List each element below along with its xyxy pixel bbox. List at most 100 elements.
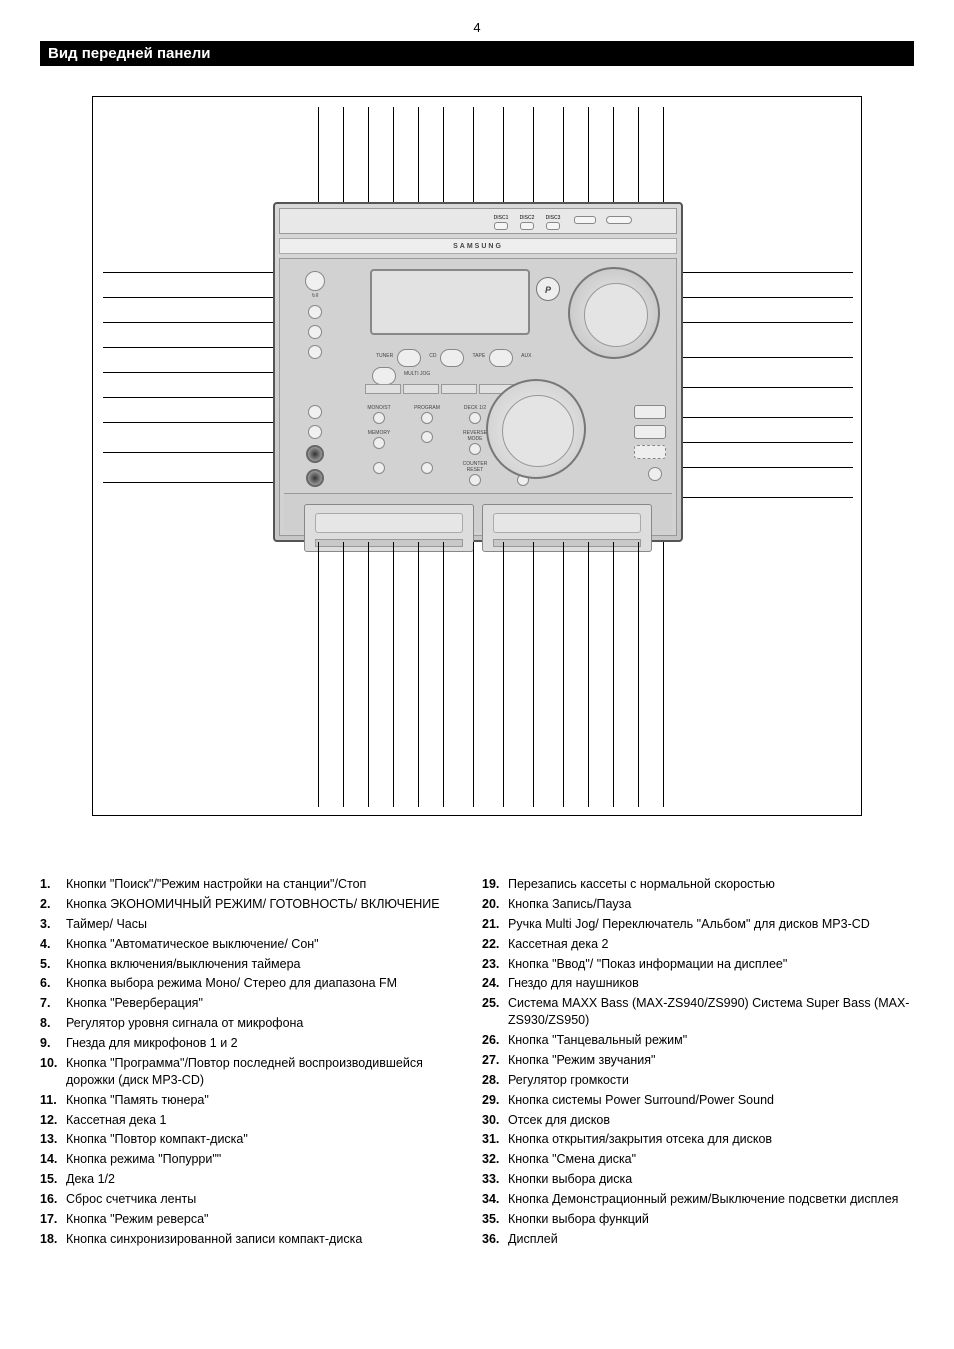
callout-line [613,107,614,202]
legend-item: 35.Кнопки выбора функций [482,1211,914,1228]
legend-item: 10.Кнопка "Программа"/Повтор последней в… [40,1055,472,1089]
legend-number: 22. [482,936,508,953]
grid-cell: COUNTER RESET [460,461,490,486]
callout-line [473,107,474,202]
callout-line [318,107,319,202]
fn-label: CD [429,349,436,359]
legend-text: Гнезда для микрофонов 1 и 2 [66,1035,472,1052]
legend-item: 8.Регулятор уровня сигнала от микрофона [40,1015,472,1032]
deck-1 [304,504,474,552]
legend-item: 16.Сброс счетчика ленты [40,1191,472,1208]
legend-text: Регулятор громкости [508,1072,914,1089]
callout-line [393,107,394,202]
legend-item: 13.Кнопка "Повтор компакт-диска" [40,1131,472,1148]
callout-line [318,542,319,807]
legend-number: 30. [482,1112,508,1129]
legend-text: Перезапись кассеты с нормальной скорость… [508,876,914,893]
section-header: Вид передней панели [40,41,914,66]
legend-text: Кнопка "Режим звучания" [508,1052,914,1069]
legend-right-column: 19.Перезапись кассеты с нормальной скоро… [482,876,914,1251]
legend-item: 6.Кнопка выбора режима Моно/ Стерео для … [40,975,472,992]
fn-button [440,349,464,367]
callout-line [533,542,534,807]
disc-change-slot [574,215,596,224]
legend-item: 23.Кнопка "Ввод"/ "Показ информации на д… [482,956,914,973]
callout-line [103,347,273,348]
legend-text: Кнопки выбора функций [508,1211,914,1228]
grid-cell [412,461,442,486]
legend-number: 29. [482,1092,508,1109]
legend-item: 2.Кнопка ЭКОНОМИЧНЫЙ РЕЖИМ/ ГОТОВНОСТЬ/ … [40,896,472,913]
callout-line [683,442,853,443]
legend-text: Кнопка "Смена диска" [508,1151,914,1168]
callout-line [503,542,504,807]
callout-line [613,542,614,807]
deck-2 [482,504,652,552]
callout-line [103,322,273,323]
legend-number: 20. [482,896,508,913]
callout-line [103,272,273,273]
legend-text: Дисплей [508,1231,914,1248]
legend-item: 26.Кнопка "Танцевальный режим" [482,1032,914,1049]
mic-jack-2 [306,469,324,487]
callout-line [393,542,394,807]
legend-item: 19.Перезапись кассеты с нормальной скоро… [482,876,914,893]
legend-item: 22.Кассетная дека 2 [482,936,914,953]
callout-line [683,322,853,323]
pill-button [634,405,666,419]
legend-item: 29.Кнопка системы Power Surround/Power S… [482,1092,914,1109]
page-number: 4 [40,20,914,35]
legend-item: 12.Кассетная дека 1 [40,1112,472,1129]
callout-line [343,107,344,202]
grid-cell: MEMORY [364,430,394,455]
legend-text: Кнопка синхронизированной записи компакт… [66,1231,472,1248]
legend-text: Кнопка системы Power Surround/Power Soun… [508,1092,914,1109]
callout-line [103,297,273,298]
volume-knob [568,267,660,359]
callout-line [663,542,664,807]
legend-number: 31. [482,1131,508,1148]
legend-item: 33.Кнопки выбора диска [482,1171,914,1188]
left-button-column: ↻/I [290,265,340,365]
legend-text: Кнопка "Режим реверса" [66,1211,472,1228]
legend-item: 30.Отсек для дисков [482,1112,914,1129]
disc-slot: DISC1 [490,215,512,230]
legend-item: 11.Кнопка "Память тюнера" [40,1092,472,1109]
legend-number: 15. [40,1171,66,1188]
deck-area [284,493,672,531]
legend-item: 17.Кнопка "Режим реверса" [40,1211,472,1228]
callout-line [663,107,664,202]
callout-line [443,542,444,807]
callout-line [503,107,504,202]
legend-text: Кнопка режима "Попурри"" [66,1151,472,1168]
callout-line [588,107,589,202]
legend-text: Кнопка "Реверберация" [66,995,472,1012]
echo-button [308,405,322,419]
legend-number: 3. [40,916,66,933]
callout-line [638,107,639,202]
grid-cell [412,430,442,455]
legend-number: 19. [482,876,508,893]
legend-item: 25.Система MAXX Bass (MAX-ZS940/ZS990) С… [482,995,914,1029]
legend-number: 1. [40,876,66,893]
callout-line [588,542,589,807]
legend-number: 24. [482,975,508,992]
legend-number: 27. [482,1052,508,1069]
legend-item: 14.Кнопка режима "Попурри"" [40,1151,472,1168]
legend-number: 33. [482,1171,508,1188]
legend-text: Кнопка "Повтор компакт-диска" [66,1131,472,1148]
legend-number: 6. [40,975,66,992]
legend-number: 5. [40,956,66,973]
callout-line [683,467,853,468]
callout-line [368,107,369,202]
legend-text: Кнопка Запись/Пауза [508,896,914,913]
mic-jack-1 [306,445,324,463]
diagram-frame: DISC1DISC2DISC3 SAMSUNG ↻/I P TUNERCDTAP… [92,96,862,816]
fn-label: AUX [521,349,531,359]
device-illustration: DISC1DISC2DISC3 SAMSUNG ↻/I P TUNERCDTAP… [273,202,683,542]
legend-number: 18. [40,1231,66,1248]
legend-text: Регулятор уровня сигнала от микрофона [66,1015,472,1032]
legend-number: 28. [482,1072,508,1089]
legend-text: Кнопка Демонстрационный режим/Выключение… [508,1191,914,1208]
legend-text: Кнопка включения/выключения таймера [66,956,472,973]
